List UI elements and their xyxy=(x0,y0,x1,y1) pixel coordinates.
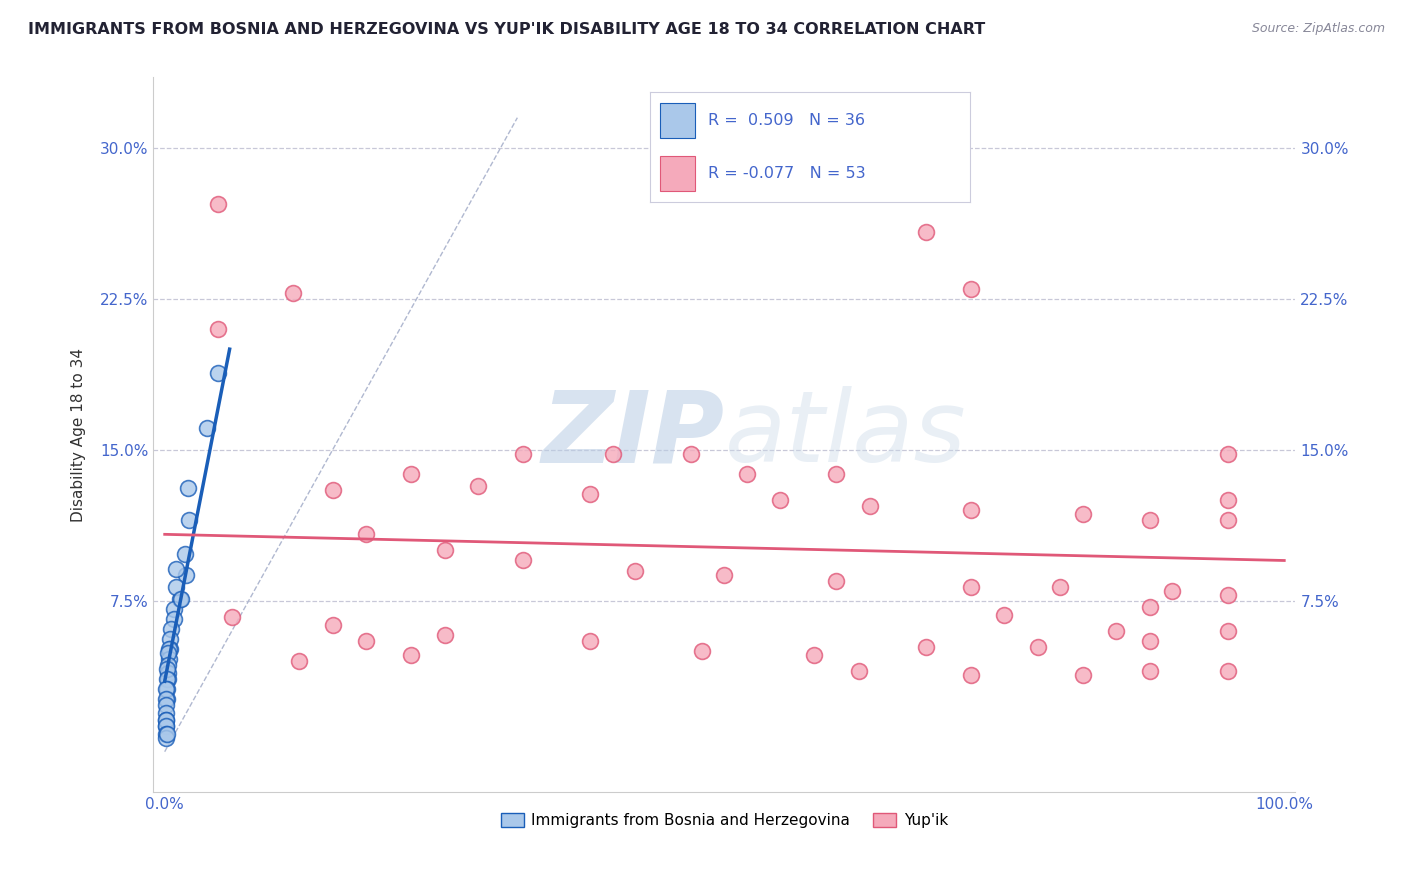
Point xyxy=(155,726,177,740)
Point xyxy=(399,467,422,481)
Point xyxy=(467,479,489,493)
Text: atlas: atlas xyxy=(724,386,966,483)
Y-axis label: Disability Age 18 to 34: Disability Age 18 to 34 xyxy=(72,348,86,522)
Point xyxy=(155,718,177,732)
Point xyxy=(174,567,197,582)
Point xyxy=(1218,513,1240,527)
Point xyxy=(155,692,177,706)
Point xyxy=(169,591,191,606)
Point xyxy=(156,672,179,686)
Point xyxy=(179,513,201,527)
Point xyxy=(1139,634,1161,648)
Point xyxy=(163,602,186,616)
Point xyxy=(848,664,870,678)
Point xyxy=(915,226,938,240)
Point xyxy=(157,672,180,686)
Point xyxy=(1071,507,1094,521)
Point xyxy=(1139,513,1161,527)
Point xyxy=(1161,583,1184,598)
Point xyxy=(165,580,187,594)
Point xyxy=(283,285,305,300)
Point xyxy=(159,632,181,646)
Point xyxy=(322,618,344,632)
Point xyxy=(433,628,456,642)
Point xyxy=(207,197,229,211)
Point xyxy=(993,607,1015,622)
Point xyxy=(1105,624,1128,638)
Point xyxy=(163,612,186,626)
Point xyxy=(915,640,938,654)
Point xyxy=(322,483,344,497)
Point xyxy=(155,706,177,721)
Point xyxy=(769,493,792,508)
Point xyxy=(959,282,981,296)
Point xyxy=(155,731,177,745)
Point xyxy=(177,481,200,495)
Point xyxy=(602,447,624,461)
Point xyxy=(713,567,735,582)
Point xyxy=(155,713,177,727)
Point xyxy=(207,367,229,381)
Point xyxy=(288,654,311,668)
Point xyxy=(1218,624,1240,638)
Point xyxy=(155,682,177,697)
Point xyxy=(735,467,758,481)
Point xyxy=(165,561,187,575)
Point xyxy=(825,467,848,481)
Point xyxy=(157,652,180,666)
Point xyxy=(159,642,181,657)
Legend: Immigrants from Bosnia and Herzegovina, Yup'ik: Immigrants from Bosnia and Herzegovina, … xyxy=(495,807,955,834)
Point xyxy=(1071,668,1094,682)
Point xyxy=(156,692,179,706)
Point xyxy=(155,718,177,732)
Point xyxy=(1218,493,1240,508)
Point xyxy=(679,447,702,461)
Point xyxy=(859,499,882,513)
Point xyxy=(156,662,179,676)
Point xyxy=(155,698,177,713)
Point xyxy=(207,322,229,336)
Point xyxy=(157,646,180,660)
Point xyxy=(1049,580,1071,594)
Point xyxy=(803,648,825,662)
Text: ZIP: ZIP xyxy=(541,386,724,483)
Point xyxy=(1218,588,1240,602)
Point xyxy=(1026,640,1049,654)
Point xyxy=(579,634,602,648)
Point xyxy=(170,591,193,606)
Point xyxy=(157,642,180,657)
Point xyxy=(195,420,218,434)
Point xyxy=(959,668,981,682)
Point xyxy=(1139,599,1161,614)
Point xyxy=(399,648,422,662)
Point xyxy=(690,644,713,658)
Point xyxy=(160,622,183,636)
Point xyxy=(1218,447,1240,461)
Point xyxy=(354,634,377,648)
Point xyxy=(157,666,180,681)
Point xyxy=(959,503,981,517)
Point xyxy=(959,580,981,594)
Point xyxy=(157,658,180,673)
Point xyxy=(1218,664,1240,678)
Text: Source: ZipAtlas.com: Source: ZipAtlas.com xyxy=(1251,22,1385,36)
Point xyxy=(155,713,177,727)
Point xyxy=(221,610,243,624)
Point xyxy=(825,574,848,588)
Point xyxy=(512,553,534,567)
Point xyxy=(156,726,179,740)
Point xyxy=(433,543,456,558)
Point xyxy=(624,564,647,578)
Text: IMMIGRANTS FROM BOSNIA AND HERZEGOVINA VS YUP'IK DISABILITY AGE 18 TO 34 CORRELA: IMMIGRANTS FROM BOSNIA AND HERZEGOVINA V… xyxy=(28,22,986,37)
Point xyxy=(173,548,195,562)
Point xyxy=(354,527,377,541)
Point xyxy=(1139,664,1161,678)
Point xyxy=(512,447,534,461)
Point xyxy=(579,487,602,501)
Point xyxy=(156,682,179,697)
